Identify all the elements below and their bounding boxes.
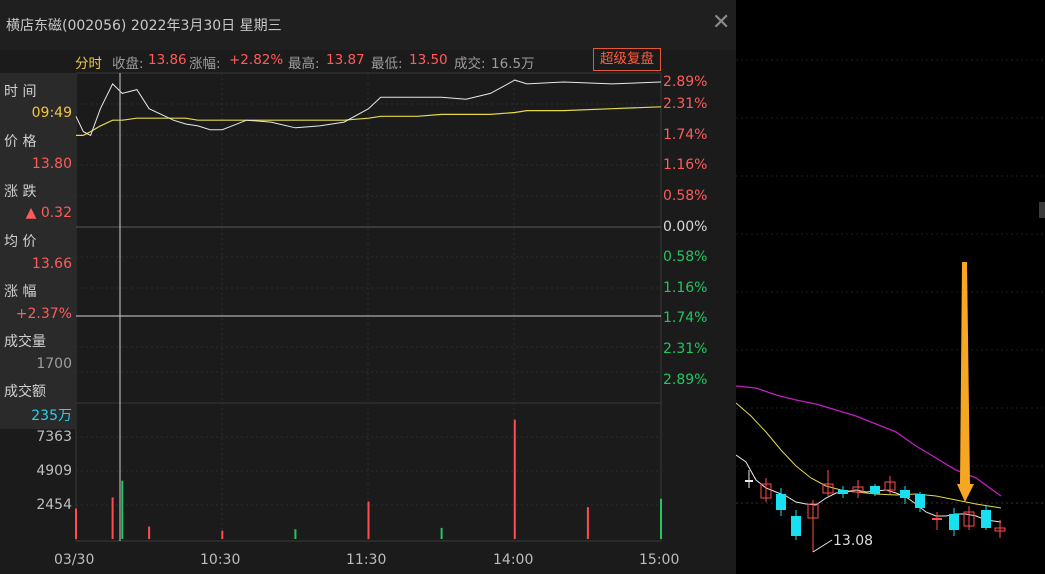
close-value: 13.86	[148, 52, 187, 68]
price-value: 13.80	[31, 156, 72, 172]
volume-bar	[367, 501, 370, 539]
change-value: +2.82%	[229, 52, 284, 68]
time-axis-start: 03/30	[54, 552, 95, 568]
quote-side-panel	[0, 73, 75, 429]
pct-axis-up-2: 2.31%	[663, 96, 708, 112]
avg-value: 13.66	[31, 256, 72, 272]
pct-axis-down-1: 0.58%	[663, 249, 708, 265]
volume-bar	[221, 530, 224, 539]
close-label: 收盘:	[112, 56, 144, 72]
ma-long-line	[736, 385, 1002, 497]
volume-label: 成交:	[454, 56, 486, 72]
volume-bar	[111, 497, 114, 539]
amount-value: 235万	[31, 408, 72, 424]
close-icon[interactable]: ✕	[712, 10, 731, 35]
volume-bar	[121, 480, 124, 539]
candles	[745, 470, 1006, 552]
pct-value: +2.37%	[15, 306, 72, 322]
avg-label: 均 价	[4, 234, 37, 250]
pct-axis-down-2: 1.16%	[663, 280, 708, 296]
pct-label: 涨 幅	[4, 284, 37, 300]
arrow-icon	[957, 262, 974, 502]
vol-axis-1: 7363	[36, 429, 72, 445]
volume-bar	[367, 529, 370, 539]
updown-label: 涨 跌	[4, 184, 37, 200]
change-label: 涨幅:	[189, 56, 221, 72]
super-replay-button[interactable]: 超级复盘	[593, 48, 661, 71]
pct-axis-up-4: 1.16%	[663, 157, 708, 173]
pct-axis-down-5: 2.89%	[663, 372, 708, 388]
vol-axis-2: 4909	[36, 463, 72, 479]
volume-bar	[75, 508, 77, 539]
intraday-chart	[75, 72, 662, 542]
vol-label: 成交量	[4, 334, 46, 350]
low-price-annotation: 13.08	[833, 533, 874, 549]
volume-value: 16.5万	[491, 56, 535, 72]
price-label: 价 格	[4, 134, 37, 150]
time-label: 时 间	[4, 84, 37, 100]
pct-axis-up-5: 0.58%	[663, 188, 708, 204]
low-label: 最低:	[371, 56, 403, 72]
kline-chart	[736, 59, 1045, 553]
volume-bar	[660, 498, 662, 539]
volume-bar	[440, 527, 443, 539]
amount-label: 成交额	[4, 384, 46, 400]
window-title: 横店东磁(002056) 2022年3月30日 星期三	[6, 18, 282, 34]
low-value: 13.50	[409, 52, 448, 68]
volume-bar	[586, 507, 589, 539]
high-label: 最高:	[288, 56, 320, 72]
time-axis-1400: 14:00	[493, 552, 534, 568]
pct-axis-down-4: 2.31%	[663, 341, 708, 357]
time-axis-1500: 15:00	[639, 552, 680, 568]
mode-label: 分时	[75, 56, 102, 72]
time-axis-1130: 11:30	[346, 552, 387, 568]
high-value: 13.87	[326, 52, 365, 68]
avg-price-line	[76, 106, 662, 136]
time-value: 09:49	[31, 105, 72, 121]
updown-value: ▲ 0.32	[25, 205, 72, 221]
pct-axis-down-3: 1.74%	[663, 310, 708, 326]
pct-axis-zero: 0.00%	[663, 219, 708, 235]
volume-bar	[294, 529, 297, 539]
volume-bar	[148, 526, 151, 539]
vol-axis-3: 2454	[36, 497, 72, 513]
pct-axis-up-3: 1.74%	[663, 127, 708, 143]
title-bar	[0, 0, 736, 50]
vol-value: 1700	[36, 356, 72, 372]
pct-axis-up-1: 2.89%	[663, 74, 708, 90]
price-line	[75, 79, 662, 137]
time-axis-1030: 10:30	[200, 552, 241, 568]
volume-bar	[513, 419, 516, 539]
